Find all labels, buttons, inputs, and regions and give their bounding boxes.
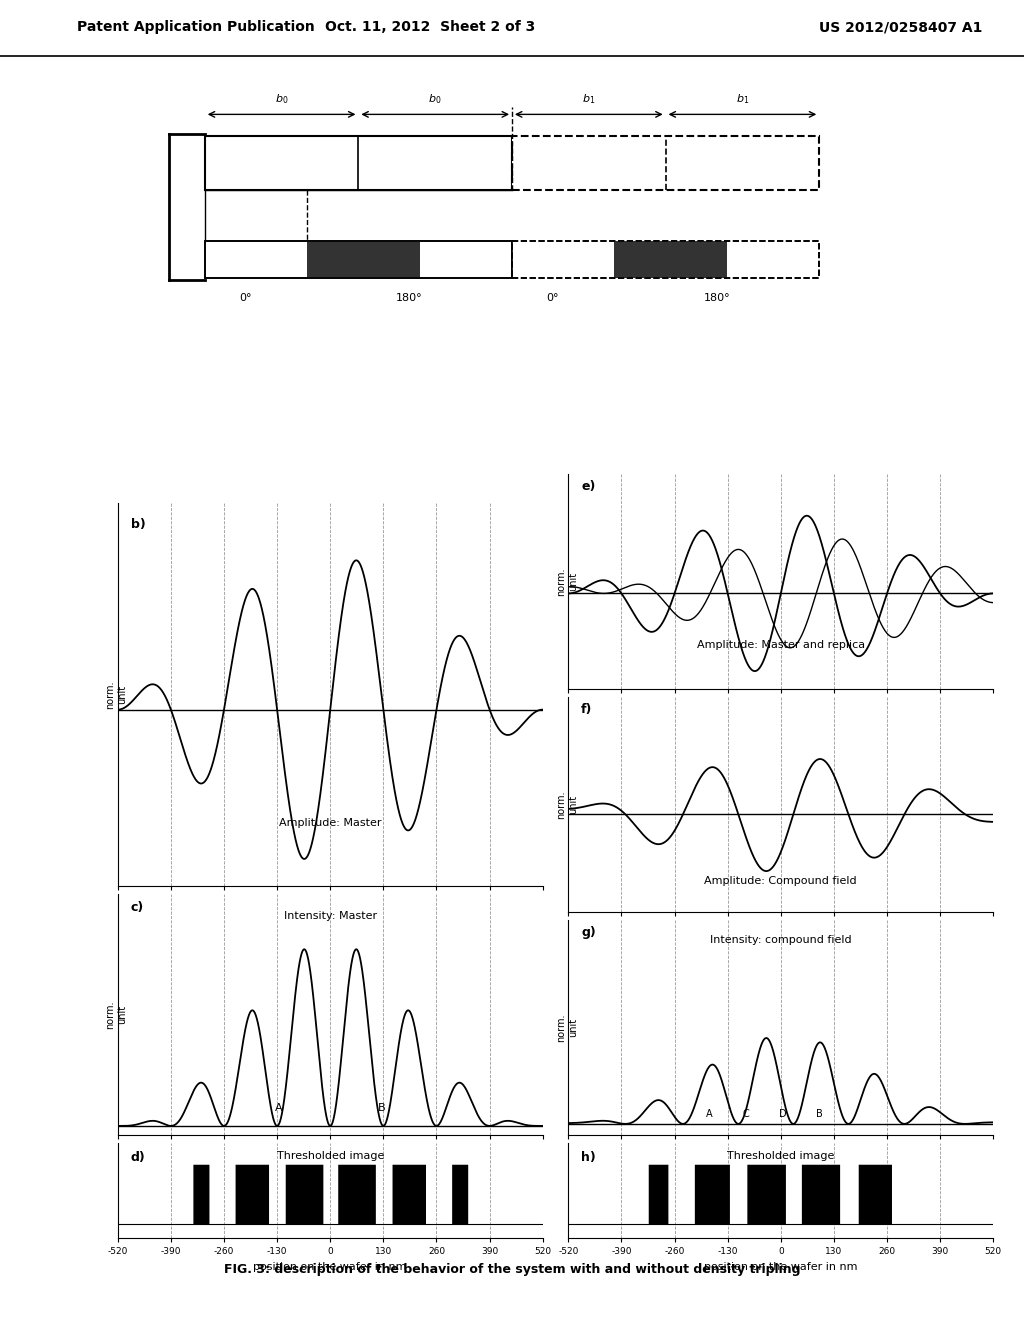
Bar xyxy=(512,136,819,190)
Text: $b_0$: $b_0$ xyxy=(274,92,289,106)
Text: f): f) xyxy=(581,704,593,717)
Text: $b_0$: $b_0$ xyxy=(428,92,442,106)
Text: Oct. 11, 2012  Sheet 2 of 3: Oct. 11, 2012 Sheet 2 of 3 xyxy=(325,20,536,34)
Text: b): b) xyxy=(130,519,145,531)
Y-axis label: norm.
unit: norm. unit xyxy=(105,1001,127,1028)
Y-axis label: norm.
unit: norm. unit xyxy=(556,1014,578,1041)
Text: FIG. 3: description of the behavior of the system with and without density tripl: FIG. 3: description of the behavior of t… xyxy=(224,1263,800,1276)
Text: h): h) xyxy=(581,1151,596,1164)
Bar xyxy=(205,136,512,190)
Bar xyxy=(205,242,512,279)
Bar xyxy=(307,242,420,279)
Text: Patent Application Publication: Patent Application Publication xyxy=(77,20,314,34)
Y-axis label: norm.
unit: norm. unit xyxy=(556,791,578,818)
Text: Thresholded image: Thresholded image xyxy=(276,1151,384,1160)
Text: Amplitude: Master: Amplitude: Master xyxy=(279,818,382,829)
Bar xyxy=(205,242,512,279)
Text: Amplitude: Compound field: Amplitude: Compound field xyxy=(705,876,857,886)
Bar xyxy=(512,242,819,279)
Y-axis label: norm.
unit: norm. unit xyxy=(105,680,127,709)
Text: c): c) xyxy=(130,900,143,913)
Text: B: B xyxy=(816,1109,823,1119)
Bar xyxy=(614,242,727,279)
Text: 0°: 0° xyxy=(547,293,559,302)
Text: e): e) xyxy=(581,480,595,494)
X-axis label: position on the wafer in nm: position on the wafer in nm xyxy=(254,1262,407,1271)
Text: Amplitude: Master and replica: Amplitude: Master and replica xyxy=(696,640,865,651)
Text: 180°: 180° xyxy=(396,293,423,302)
Text: 0°: 0° xyxy=(240,293,252,302)
Text: A: A xyxy=(275,1104,283,1113)
Text: US 2012/0258407 A1: US 2012/0258407 A1 xyxy=(819,20,983,34)
X-axis label: position on the wafer in nm: position on the wafer in nm xyxy=(705,1262,857,1271)
Text: d): d) xyxy=(130,1151,145,1164)
Bar xyxy=(512,242,819,279)
Text: 180°: 180° xyxy=(703,293,730,302)
Text: B: B xyxy=(378,1104,385,1113)
Text: $b_1$: $b_1$ xyxy=(583,92,595,106)
Text: g): g) xyxy=(581,927,596,940)
Text: Thresholded image: Thresholded image xyxy=(727,1151,835,1160)
Text: Intensity: compound field: Intensity: compound field xyxy=(710,935,852,945)
Text: $b_1$: $b_1$ xyxy=(736,92,749,106)
Text: Intensity: Master: Intensity: Master xyxy=(284,911,377,920)
Text: C: C xyxy=(742,1109,750,1119)
Text: D: D xyxy=(779,1109,786,1119)
Y-axis label: norm.
unit: norm. unit xyxy=(556,568,578,595)
Text: A: A xyxy=(706,1109,713,1119)
